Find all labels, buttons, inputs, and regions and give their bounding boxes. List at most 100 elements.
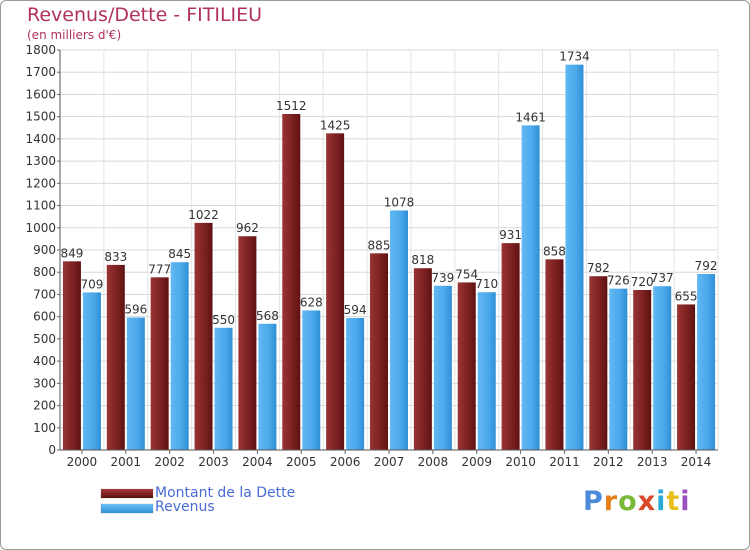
data-label-debt: 1512 — [276, 99, 307, 113]
data-label-revenue: 726 — [607, 274, 630, 288]
data-label-revenue: 594 — [344, 303, 367, 317]
axes: 0 100 200 300 400 500 600 700 800 900 1000 1100 1200… — [25, 43, 718, 469]
x-tick-label: 2013 — [637, 455, 668, 469]
data-label-debt: 818 — [411, 253, 434, 267]
x-tick-label: 2010 — [505, 455, 536, 469]
y-tick-label: 1000 — [25, 221, 56, 235]
y-tick-label: 200 — [33, 399, 56, 413]
bar-revenue — [477, 292, 496, 450]
y-tick-label: 0 — [48, 443, 56, 457]
y-tick-label: 1200 — [25, 176, 56, 190]
data-label-debt: 833 — [104, 250, 127, 264]
bar-debt — [282, 114, 301, 450]
x-tick-label: 2007 — [374, 455, 405, 469]
bar-revenue — [126, 317, 145, 450]
data-label-debt: 962 — [236, 221, 259, 235]
y-tick-label: 1400 — [25, 132, 56, 146]
bar-revenue — [653, 286, 672, 450]
x-tick-label: 2005 — [286, 455, 317, 469]
logo-letter: o — [618, 486, 638, 517]
data-label-revenue: 710 — [475, 277, 498, 291]
y-tick-label: 1500 — [25, 110, 56, 124]
logo-letter: r — [603, 486, 619, 517]
x-tick-label: 2001 — [111, 455, 142, 469]
y-tick-label: 900 — [33, 243, 56, 257]
bar-debt — [457, 282, 476, 450]
bar-revenue — [697, 274, 716, 450]
logo-letter: i — [680, 486, 691, 517]
data-label-revenue: 709 — [80, 277, 103, 291]
x-tick-label: 2008 — [418, 455, 449, 469]
bar-debt — [370, 253, 388, 450]
bar-debt — [633, 290, 652, 450]
proxiti-logo: Proxiti — [583, 486, 691, 517]
legend-swatch-revenue — [100, 503, 154, 514]
x-tick-label: 2002 — [154, 455, 185, 469]
data-label-revenue: 550 — [212, 313, 235, 327]
data-label-debt: 720 — [631, 275, 654, 289]
bar-debt — [589, 276, 608, 450]
data-label-debt: 777 — [148, 262, 171, 276]
data-label-debt: 1022 — [188, 208, 219, 222]
bar-revenue — [433, 285, 452, 450]
data-label-revenue: 1461 — [515, 110, 546, 124]
y-tick-label: 1600 — [25, 87, 56, 101]
x-tick-label: 2012 — [593, 455, 624, 469]
y-tick-label: 1100 — [25, 199, 56, 213]
data-label-revenue: 737 — [651, 271, 674, 285]
data-label-revenue: 1078 — [384, 195, 415, 209]
x-tick-label: 2000 — [67, 455, 98, 469]
bar-revenue — [170, 262, 189, 450]
y-tick-label: 700 — [33, 287, 56, 301]
data-label-revenue: 1734 — [559, 50, 590, 64]
bar-debt — [106, 264, 125, 450]
data-label-revenue: 845 — [168, 247, 191, 261]
bar-debt — [413, 268, 432, 450]
x-tick-label: 2003 — [198, 455, 229, 469]
x-tick-label: 2004 — [242, 455, 273, 469]
y-tick-label: 100 — [33, 421, 56, 435]
bars — [62, 64, 716, 451]
data-label-debt: 858 — [543, 244, 566, 258]
y-tick-label: 1300 — [25, 154, 56, 168]
data-label-debt: 849 — [60, 246, 83, 260]
chart-subtitle: (en milliers d'€) — [27, 28, 122, 42]
data-label-revenue: 596 — [124, 303, 147, 317]
x-tick-label: 2014 — [681, 455, 712, 469]
bar-revenue — [346, 318, 365, 450]
legend-swatch-debt — [100, 488, 154, 499]
y-tick-label: 300 — [33, 376, 56, 390]
data-label-debt: 885 — [368, 238, 391, 252]
y-tick-label: 400 — [33, 354, 56, 368]
bar-debt — [194, 222, 213, 450]
bar-debt — [677, 304, 696, 450]
legend-label-debt: Montant de la Dette — [155, 485, 296, 501]
bar-revenue — [390, 210, 408, 450]
bar-revenue — [521, 125, 540, 450]
bar-debt — [545, 259, 564, 450]
legend-label-revenue: Revenus — [155, 499, 215, 515]
data-label-revenue: 628 — [300, 295, 323, 309]
data-label-debt: 931 — [499, 228, 522, 242]
y-tick-label: 1800 — [25, 43, 56, 57]
data-label-debt: 1425 — [320, 118, 351, 132]
y-tick-label: 500 — [33, 332, 56, 346]
bar-debt — [238, 236, 257, 450]
bar-revenue — [302, 310, 321, 450]
bar-revenue — [609, 288, 628, 450]
x-tick-label: 2009 — [461, 455, 492, 469]
y-tick-label: 800 — [33, 265, 56, 279]
y-tick-label: 1700 — [25, 65, 56, 79]
logo-letter: x — [637, 486, 657, 517]
bar-debt — [150, 277, 169, 450]
bar-revenue — [82, 292, 101, 450]
logo-letter: t — [666, 486, 681, 517]
bar-revenue — [214, 327, 233, 450]
bar-revenue — [565, 64, 584, 451]
bar-debt — [326, 133, 345, 451]
x-tick-label: 2011 — [549, 455, 580, 469]
logo-letter: i — [656, 486, 667, 517]
data-label-revenue: 792 — [695, 259, 718, 273]
